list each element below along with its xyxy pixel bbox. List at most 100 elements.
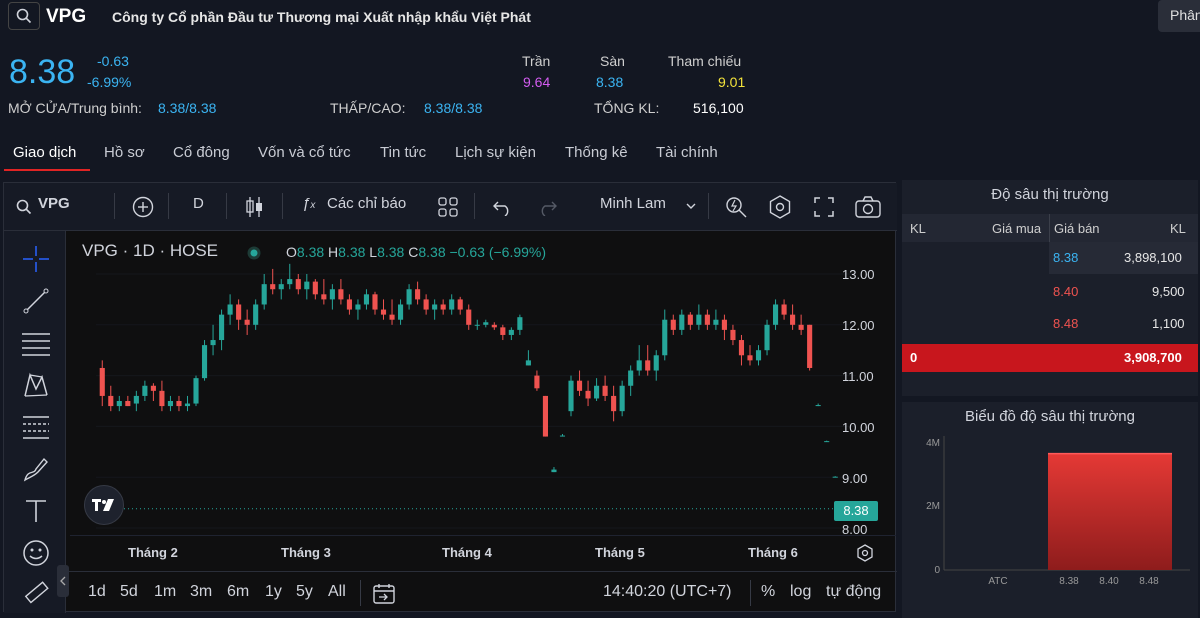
- fx-indicator-icon[interactable]: ƒx: [302, 195, 316, 212]
- tab-news[interactable]: Tin tức: [380, 144, 427, 161]
- range-5d[interactable]: 5d: [120, 583, 138, 600]
- candle: [415, 281, 421, 305]
- time-tick: Tháng 2: [128, 545, 178, 560]
- candle-body: [466, 309, 472, 325]
- pattern-tool[interactable]: [20, 369, 52, 401]
- fullscreen-icon[interactable]: [814, 197, 834, 217]
- ohlc-close-value: 8.38: [418, 244, 446, 260]
- candle-body: [704, 314, 710, 325]
- tradingview-logo[interactable]: [84, 485, 124, 525]
- symbol-input[interactable]: VPG: [38, 195, 70, 212]
- tab-shareholders[interactable]: Cổ đông: [173, 144, 230, 161]
- candle-body: [798, 324, 804, 330]
- clock-timezone[interactable]: 14:40:20 (UTC+7): [603, 583, 732, 600]
- ask-volume: 9,500: [1152, 284, 1185, 299]
- auto-scale-toggle[interactable]: tự động: [826, 583, 882, 600]
- redo-icon[interactable]: [537, 198, 557, 216]
- depth-y-tick: 4M: [926, 438, 940, 449]
- text-tool[interactable]: [20, 495, 52, 527]
- percent-scale-toggle[interactable]: %: [761, 583, 776, 600]
- trendline-tool[interactable]: [20, 285, 52, 317]
- range-3m[interactable]: 3m: [190, 583, 213, 600]
- candle: [108, 385, 114, 412]
- floor-label: Sàn: [600, 53, 625, 69]
- candle-body: [576, 380, 583, 391]
- candlestick-type-icon[interactable]: [244, 195, 264, 219]
- layout-grid-icon[interactable]: [438, 197, 458, 217]
- tab-profile[interactable]: Hồ sơ: [104, 144, 145, 161]
- price-axis[interactable]: 13.00 12.00 11.00 10.00 9.00 8.00: [828, 233, 896, 537]
- camera-icon[interactable]: [855, 196, 881, 218]
- chevron-down-icon[interactable]: [686, 203, 696, 210]
- candle-body: [346, 299, 352, 310]
- tab-events[interactable]: Lịch sự kiện: [455, 144, 536, 161]
- candle: [517, 314, 523, 335]
- compare-add-icon[interactable]: [132, 196, 154, 218]
- language-button[interactable]: Phân: [1158, 0, 1200, 32]
- range-separator: [750, 580, 751, 606]
- axis-settings-icon[interactable]: [856, 544, 874, 562]
- tab-trading[interactable]: Giao dịch: [13, 144, 77, 161]
- candle: [304, 274, 310, 300]
- toolbar-separator: [708, 193, 709, 219]
- market-depth-panel: Độ sâu thị trường KL Giá mua Giá bán KL …: [902, 180, 1198, 396]
- candle-body: [193, 378, 199, 404]
- fib-tool[interactable]: [20, 411, 52, 443]
- range-bar: 1d 5d 1m 3m 6m 1y 5y All 14:40:20 (UTC+7…: [66, 571, 897, 613]
- crosshair-tool[interactable]: [20, 243, 52, 275]
- candle-body: [125, 401, 131, 407]
- log-scale-toggle[interactable]: log: [790, 583, 812, 600]
- range-1m[interactable]: 1m: [154, 583, 177, 600]
- candle: [321, 279, 327, 305]
- date-range-icon[interactable]: [373, 583, 395, 605]
- settings-gear-icon[interactable]: [768, 195, 792, 219]
- horizontal-lines-tool[interactable]: [20, 327, 52, 359]
- range-6m[interactable]: 6m: [227, 583, 250, 600]
- candle-body: [142, 385, 148, 396]
- brush-tool[interactable]: [20, 453, 52, 485]
- current-price-tag: 8.38: [834, 501, 878, 521]
- low-high-value: 8.38/8.38: [424, 100, 483, 116]
- ruler-tool[interactable]: [20, 581, 52, 605]
- candle-body: [380, 309, 387, 315]
- smiley-icon: [23, 540, 49, 566]
- candle-body: [253, 304, 259, 325]
- tab-statistics[interactable]: Thống kê: [565, 144, 628, 161]
- indicators-button[interactable]: Các chỉ báo: [327, 195, 407, 212]
- tab-financials[interactable]: Tài chính: [656, 144, 718, 161]
- interval-button[interactable]: D: [193, 195, 204, 212]
- candle: [807, 324, 813, 371]
- candle-body: [542, 395, 548, 437]
- tab-capital-dividends[interactable]: Vốn và cổ tức: [258, 144, 351, 161]
- candle: [534, 370, 540, 391]
- range-1d[interactable]: 1d: [88, 583, 106, 600]
- candle-body: [781, 304, 787, 315]
- time-tick: Tháng 3: [281, 545, 331, 560]
- active-tab-indicator: [4, 169, 90, 171]
- emoji-tool[interactable]: [20, 537, 52, 569]
- collapse-toolbar-button[interactable]: [57, 565, 69, 597]
- range-all[interactable]: All: [328, 583, 346, 600]
- candlestick-chart[interactable]: [70, 233, 882, 533]
- search-button[interactable]: [8, 2, 40, 30]
- range-1y[interactable]: 1y: [265, 583, 282, 600]
- symbol-search-icon[interactable]: [16, 199, 32, 215]
- range-5y[interactable]: 5y: [296, 583, 313, 600]
- candle-body: [645, 360, 651, 371]
- candle: [219, 309, 225, 351]
- candle: [227, 294, 233, 325]
- time-axis[interactable]: Tháng 2 Tháng 3 Tháng 4 Tháng 5 Tháng 6: [70, 535, 896, 567]
- quick-search-icon[interactable]: [724, 195, 748, 219]
- candle-body: [338, 289, 344, 300]
- theme-selector[interactable]: Minh Lam: [600, 195, 666, 212]
- toolbar-separator: [114, 193, 115, 219]
- candle: [576, 370, 583, 396]
- candle-body: [244, 319, 250, 325]
- depth-y-tick: 2M: [926, 501, 940, 512]
- ask-price: 8.48: [1053, 316, 1079, 331]
- undo-icon[interactable]: [493, 198, 513, 216]
- depth-chart-panel: Biểu đồ độ sâu thị trường 4M 2M 0 ATC 8.…: [902, 402, 1198, 618]
- toolbar-separator: [168, 193, 169, 219]
- candle-body: [517, 317, 523, 330]
- candle-body: [824, 441, 830, 443]
